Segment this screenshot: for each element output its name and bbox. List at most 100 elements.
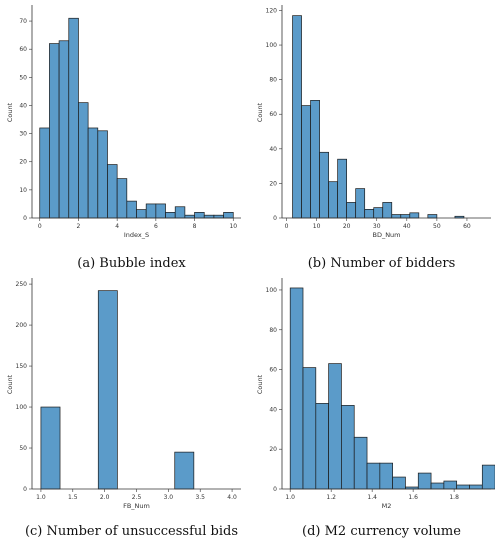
bar	[165, 212, 176, 219]
x-axis-label: M2	[382, 502, 392, 510]
y-tick-label: 150	[16, 363, 28, 370]
histogram-bars	[39, 17, 234, 219]
histogram-bars	[40, 290, 195, 490]
x-tick-label: 1.0	[36, 494, 46, 501]
bar	[346, 202, 357, 219]
y-tick-label: 40	[19, 102, 27, 109]
bar	[328, 363, 342, 490]
bar	[174, 451, 195, 490]
y-tick-label: 70	[19, 18, 27, 25]
bar	[184, 214, 195, 219]
y-tick-label: 60	[269, 111, 277, 118]
bar	[443, 480, 458, 490]
panel-caption: (d) M2 currency volume	[302, 524, 461, 539]
bar	[353, 436, 368, 490]
histogram-bars	[289, 287, 495, 490]
bar	[78, 102, 89, 219]
bar	[379, 462, 393, 490]
y-tick-label: 40	[269, 406, 277, 413]
bar	[87, 127, 99, 219]
x-tick-label: 1.5	[68, 494, 78, 501]
panel-caption: (a) Bubble index	[77, 256, 186, 271]
y-tick-label: 0	[23, 486, 27, 493]
bar	[155, 203, 166, 219]
x-tick-label: 30	[373, 223, 381, 230]
x-tick-label: 4.0	[227, 494, 237, 501]
y-tick-label: 20	[269, 446, 277, 453]
y-tick-label: 0	[23, 215, 27, 222]
bar	[366, 462, 381, 490]
bar	[409, 212, 420, 219]
y-tick-label: 100	[16, 404, 28, 411]
bar	[145, 203, 157, 219]
y-axis-label: Count	[256, 102, 264, 122]
bar	[373, 207, 384, 219]
x-axis-label: FB_Num	[123, 502, 150, 510]
x-tick-label: 1.0	[285, 494, 295, 501]
x-tick-label: 1.6	[408, 494, 418, 501]
chart-panel-4: 0 20 40 60 80 100 1.0 1.2 1.4 1.6 1.8 M2 Count (d) M2…	[256, 278, 495, 539]
bar	[302, 367, 317, 490]
bar	[337, 158, 348, 219]
x-tick-label: 40	[403, 223, 411, 230]
bar	[292, 15, 302, 219]
bar	[136, 209, 147, 219]
bar	[427, 214, 438, 219]
bar	[58, 40, 70, 219]
x-tick-label: 10	[313, 223, 321, 230]
y-tick-label: 20	[19, 159, 27, 166]
x-tick-label: 6	[154, 223, 158, 230]
bar	[328, 181, 338, 219]
y-tick-label: 100	[266, 42, 278, 49]
x-tick-label: 4	[115, 223, 119, 230]
x-tick-label: 10	[229, 223, 237, 230]
chart-panel-1: 0 10 20 30 40 50 60 70 0 2 4 6 8 10 Index_S Count (a) Bu…	[6, 5, 241, 271]
y-axis-label: Count	[6, 374, 14, 394]
chart-panel-2: 0 20 40 60 80 100 120 0 10 20 30 40 50 60 BD_Num Count (…	[256, 5, 491, 271]
y-tick-label: 200	[16, 322, 28, 329]
y-tick-label: 100	[266, 287, 278, 294]
y-axis-label: Count	[6, 102, 14, 122]
bar	[203, 214, 215, 219]
y-tick-label: 80	[269, 327, 277, 334]
y-tick-label: 40	[269, 146, 277, 153]
y-tick-label: 10	[19, 187, 27, 194]
bar	[116, 178, 128, 219]
bar	[97, 290, 118, 490]
x-tick-label: 0	[38, 223, 42, 230]
bar	[430, 482, 445, 490]
bar	[315, 403, 329, 490]
y-tick-label: 250	[16, 281, 28, 288]
bar	[456, 484, 470, 490]
y-tick-label: 60	[19, 46, 27, 53]
chart-panel-3: 0 50 100 150 200 250 1.0 1.5 2.0 2.5 3.0 3.5 4.0 FB_N…	[6, 278, 241, 539]
y-tick-label: 80	[269, 77, 277, 84]
bar	[391, 214, 402, 219]
x-tick-label: 2	[77, 223, 81, 230]
bar	[194, 212, 205, 219]
x-tick-label: 8	[193, 223, 197, 230]
bar	[301, 105, 311, 219]
bar	[364, 209, 375, 219]
x-tick-label: 0	[285, 223, 289, 230]
bar	[289, 287, 304, 490]
x-tick-label: 2.0	[100, 494, 110, 501]
bar	[40, 406, 61, 490]
y-tick-label: 60	[269, 367, 277, 374]
y-tick-label: 20	[269, 180, 277, 187]
x-axis-label: BD_Num	[372, 231, 400, 239]
bar	[469, 484, 483, 490]
y-tick-label: 120	[266, 7, 278, 14]
x-tick-label: 1.8	[449, 494, 459, 501]
bar	[481, 464, 495, 490]
histogram-bars	[292, 15, 465, 219]
x-tick-label: 50	[433, 223, 441, 230]
x-tick-label: 60	[463, 223, 471, 230]
bar	[39, 127, 50, 219]
x-tick-label: 3.0	[164, 494, 174, 501]
bar	[417, 472, 432, 490]
panel-caption: (c) Number of unsuccessful bids	[25, 524, 238, 539]
y-axis-label: Count	[256, 374, 264, 394]
bar	[310, 100, 320, 219]
